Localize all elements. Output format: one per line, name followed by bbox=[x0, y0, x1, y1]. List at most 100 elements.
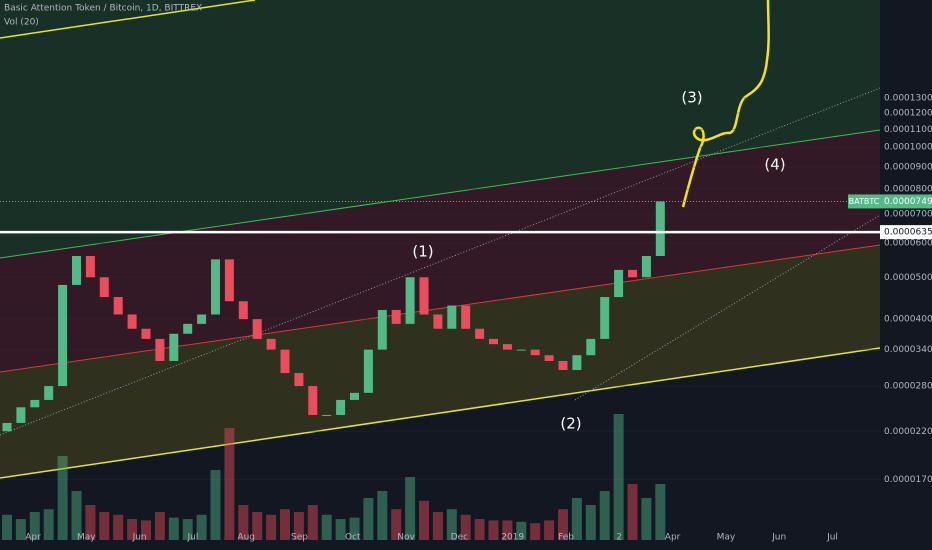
candle-body bbox=[489, 338, 498, 345]
candle-body bbox=[155, 338, 165, 361]
candle-body bbox=[294, 373, 304, 387]
volume-bar bbox=[224, 428, 235, 540]
dotted-trendline bbox=[574, 214, 880, 401]
level-price-label: 0.00006359 bbox=[884, 228, 932, 238]
green-zone bbox=[0, 0, 880, 258]
volume-bar bbox=[405, 477, 416, 540]
x-tick-label: Jun bbox=[771, 533, 786, 543]
volume-bar bbox=[85, 505, 96, 540]
volume-bar bbox=[627, 484, 638, 540]
volume-bar bbox=[321, 514, 332, 540]
candle-body bbox=[544, 355, 554, 361]
volume-bar bbox=[280, 509, 290, 540]
volume-bar bbox=[558, 509, 568, 540]
volume-bar bbox=[377, 491, 388, 540]
candle-body bbox=[252, 319, 262, 339]
candle-body bbox=[224, 259, 234, 302]
red-trendline bbox=[0, 244, 880, 373]
candle-body bbox=[141, 328, 151, 339]
volume-bar bbox=[641, 498, 652, 540]
candle-body bbox=[16, 407, 26, 423]
candle-body bbox=[475, 328, 485, 339]
volume-bar bbox=[446, 509, 457, 540]
candle-body bbox=[336, 399, 346, 415]
annotation: (1) bbox=[412, 243, 433, 261]
x-tick-label: Sep bbox=[291, 533, 308, 543]
volume-bar bbox=[419, 500, 429, 540]
candle-body bbox=[419, 277, 429, 315]
volume-bar bbox=[182, 519, 193, 540]
candle-body bbox=[405, 277, 415, 324]
volume-bar bbox=[141, 520, 151, 540]
candle-body bbox=[2, 422, 12, 432]
candle-body bbox=[628, 269, 637, 278]
x-tick-label: Feb bbox=[558, 533, 574, 543]
x-tick-label: May bbox=[77, 533, 96, 543]
volume-bar bbox=[502, 520, 513, 540]
candle-body bbox=[558, 360, 568, 370]
volume-bar bbox=[127, 519, 138, 540]
volume-bar bbox=[335, 519, 346, 540]
candle-body bbox=[530, 349, 540, 356]
volume-bar bbox=[460, 514, 471, 540]
symbol-badge bbox=[848, 194, 880, 209]
volume-bar bbox=[432, 512, 443, 540]
volume-bar bbox=[613, 414, 624, 540]
candle-body bbox=[350, 392, 359, 400]
volume-bar bbox=[43, 509, 54, 540]
candle-body bbox=[72, 256, 81, 285]
annotation: (4) bbox=[764, 156, 785, 174]
candle-body bbox=[30, 399, 40, 408]
candle-body bbox=[127, 314, 137, 329]
yellow-trendline bbox=[0, 0, 256, 39]
x-tick-label: May bbox=[717, 533, 736, 543]
volume-bar bbox=[544, 520, 555, 540]
x-tick-label: 2019 bbox=[501, 533, 524, 543]
x-tick-label: Dec bbox=[451, 533, 468, 543]
volume-bar bbox=[113, 514, 124, 540]
volume-bar bbox=[168, 517, 179, 540]
candle-body bbox=[614, 269, 624, 298]
x-tick-label: Oct bbox=[345, 533, 361, 543]
volume-bar bbox=[474, 519, 485, 540]
yellow-zone bbox=[0, 245, 880, 478]
x-tick-label: Apr bbox=[665, 533, 681, 543]
green-trendline bbox=[0, 129, 880, 259]
candle-body bbox=[516, 349, 526, 351]
candle-body bbox=[99, 277, 109, 298]
candle-body bbox=[572, 355, 582, 370]
candle-body bbox=[211, 259, 220, 315]
price-badge bbox=[880, 194, 932, 209]
candle-body bbox=[197, 314, 207, 324]
candle-body bbox=[169, 333, 179, 361]
candle-body bbox=[447, 305, 457, 329]
volume-bar bbox=[585, 505, 596, 540]
symbol-label: BATBTC bbox=[849, 197, 880, 206]
x-tick-label: Apr bbox=[25, 533, 41, 543]
candle-body bbox=[85, 256, 95, 278]
candle-body bbox=[391, 309, 401, 324]
forecast-path bbox=[681, 0, 770, 208]
annotation: (2) bbox=[560, 415, 581, 433]
volume-bar bbox=[252, 512, 263, 540]
volume-bar bbox=[210, 470, 221, 540]
volume-bar bbox=[154, 512, 165, 540]
plot-area bbox=[0, 97, 880, 540]
x-tick-label: Nov bbox=[397, 533, 415, 543]
volume-bar bbox=[71, 491, 82, 540]
volume-bar bbox=[266, 514, 277, 540]
volume-bar bbox=[349, 517, 360, 540]
candle-body bbox=[641, 256, 651, 278]
